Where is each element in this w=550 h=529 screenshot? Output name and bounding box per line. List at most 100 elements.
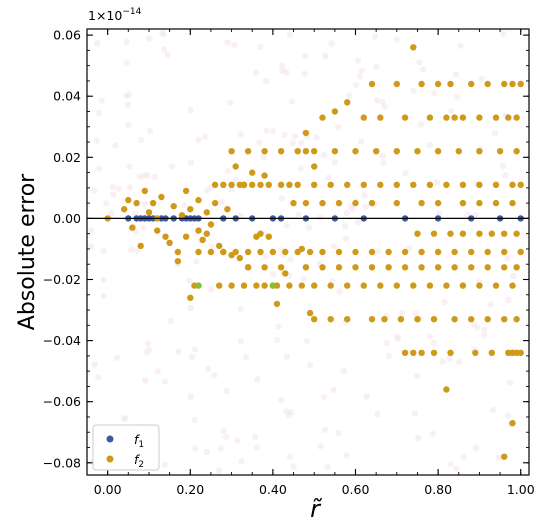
background-dot — [342, 223, 349, 230]
background-dot — [343, 209, 350, 217]
data-point-series-2 — [220, 181, 227, 188]
background-dot — [167, 317, 174, 325]
background-dot — [416, 59, 423, 66]
background-dot — [151, 173, 158, 181]
background-dot — [379, 152, 386, 160]
data-point-series-2 — [368, 316, 376, 323]
background-dot — [279, 67, 286, 75]
background-dot — [500, 30, 507, 37]
data-point-series-2 — [513, 114, 520, 121]
data-point-series-2 — [327, 282, 334, 289]
background-dot — [472, 445, 480, 452]
data-point-series-2 — [277, 264, 285, 271]
background-dot — [126, 184, 133, 191]
data-point-series-2 — [335, 248, 343, 256]
background-dot — [302, 52, 309, 59]
data-point-series-2 — [484, 248, 491, 256]
background-dot — [140, 224, 147, 231]
y-tick-label: −0.04 — [43, 333, 81, 348]
background-dot — [495, 454, 502, 461]
background-dot — [298, 139, 305, 146]
x-tick-label: 0.80 — [424, 482, 452, 497]
background-dot — [224, 39, 231, 46]
background-dot — [137, 136, 145, 144]
background-scatter — [87, 30, 517, 474]
data-point-series-2 — [311, 282, 318, 289]
background-dot — [168, 163, 176, 170]
data-point-series-2 — [352, 248, 359, 256]
background-dot — [123, 39, 130, 46]
data-point-series-2 — [344, 282, 351, 289]
background-dot — [161, 461, 169, 468]
data-point-series-2 — [261, 148, 268, 155]
background-dot — [286, 31, 294, 38]
background-dot — [254, 376, 261, 383]
data-point-series-2 — [418, 80, 425, 88]
x-tick-label: 0.60 — [342, 482, 370, 497]
data-point-series-2 — [327, 316, 334, 323]
background-dot — [164, 51, 171, 59]
background-dot — [288, 98, 295, 105]
data-point-series-2 — [121, 206, 128, 213]
legend-label-f2: f2 — [134, 452, 144, 470]
background-dot — [260, 154, 267, 161]
data-point-series-2 — [410, 44, 417, 51]
data-point-series-2 — [414, 230, 421, 237]
background-dot — [253, 444, 261, 451]
legend-box — [92, 424, 160, 471]
data-point-series-2 — [468, 80, 475, 88]
background-dot — [186, 277, 193, 284]
data-point-series-2 — [306, 309, 314, 317]
data-point-series-2 — [290, 199, 297, 207]
background-dot — [429, 430, 436, 437]
data-point-series-2 — [360, 181, 367, 188]
background-dot — [125, 122, 132, 129]
background-dot — [237, 338, 245, 345]
data-point-series-2 — [509, 199, 516, 207]
data-point-series-2 — [492, 199, 500, 207]
data-point-series-2 — [459, 230, 467, 237]
data-point-series-2 — [492, 114, 500, 121]
background-dot — [234, 437, 241, 444]
background-dot — [175, 348, 182, 356]
background-dot — [336, 288, 343, 295]
data-point-series-2 — [451, 264, 458, 271]
background-dot — [491, 130, 499, 137]
data-point-series-2 — [451, 248, 458, 256]
data-point-series-2 — [401, 248, 409, 256]
data-point-series-2 — [302, 148, 310, 155]
background-dot — [430, 89, 438, 97]
background-dot — [211, 372, 218, 379]
background-dot — [453, 93, 461, 101]
background-dot — [278, 195, 285, 202]
data-point-series-2 — [344, 181, 351, 188]
data-point-series-2 — [240, 282, 248, 289]
data-point-series-2 — [517, 248, 524, 256]
data-point-series-2 — [476, 230, 483, 237]
data-point-series-2 — [401, 349, 409, 356]
background-dot — [144, 172, 151, 179]
data-point-series-2 — [430, 316, 438, 323]
data-point-series-2 — [393, 80, 400, 88]
background-dot — [322, 426, 329, 434]
data-point-series-2 — [311, 148, 318, 155]
background-dot — [303, 337, 311, 344]
data-point-series-2 — [509, 181, 516, 188]
background-dot — [187, 393, 194, 400]
background-dot — [227, 99, 234, 107]
background-dot — [181, 202, 188, 209]
background-dot — [215, 467, 222, 474]
data-point-series-2 — [220, 248, 227, 256]
data-point-series-2 — [430, 230, 438, 237]
data-point-series-2 — [472, 349, 479, 356]
data-point-series-2 — [224, 206, 231, 213]
background-dot — [300, 275, 307, 282]
background-dot — [188, 353, 196, 361]
background-dot — [91, 361, 98, 368]
background-dot — [87, 243, 95, 250]
data-point-series-2 — [228, 282, 235, 289]
background-dot — [505, 296, 512, 303]
data-point-series-2 — [377, 114, 384, 121]
background-dot — [160, 31, 167, 38]
data-point-series-2 — [319, 248, 326, 256]
